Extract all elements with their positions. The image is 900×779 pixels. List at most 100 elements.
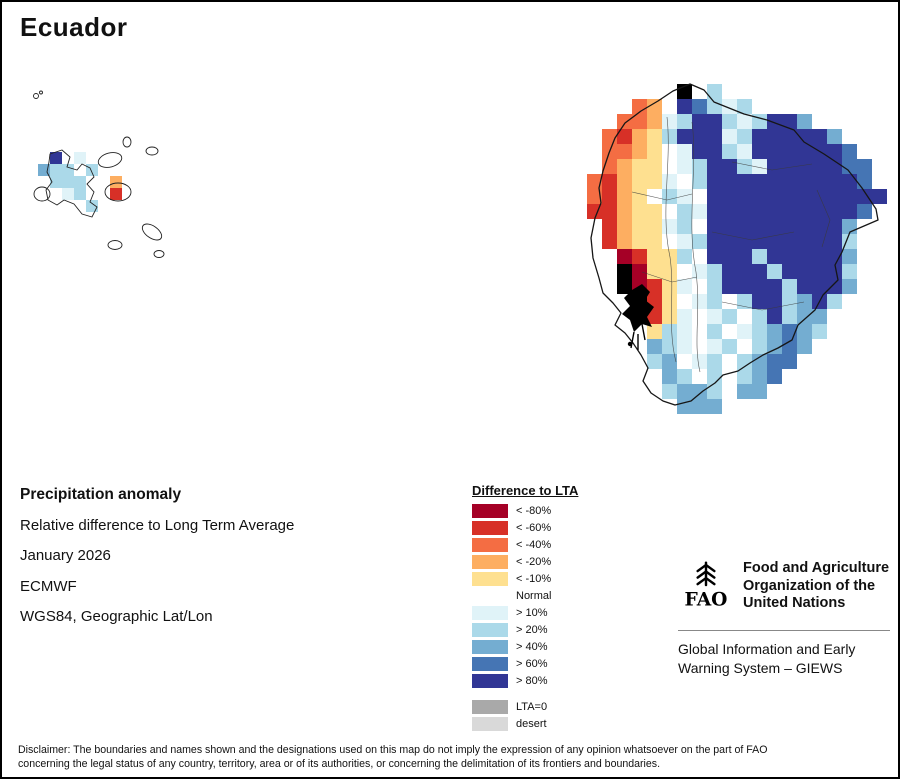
map-cell xyxy=(797,249,812,264)
map-cell xyxy=(752,189,767,204)
map-cell xyxy=(767,294,782,309)
map-cell xyxy=(737,159,752,174)
map-cell xyxy=(647,279,662,294)
map-cell xyxy=(797,324,812,339)
map-cell xyxy=(752,384,767,399)
fao-logo-text: FAO xyxy=(685,589,728,611)
map-cell xyxy=(647,339,662,354)
map-cell xyxy=(722,294,737,309)
map-cell xyxy=(752,264,767,279)
map-cell xyxy=(812,234,827,249)
admin-boundaries xyxy=(631,116,831,373)
map-cell xyxy=(842,159,857,174)
map-cell xyxy=(677,234,692,249)
map-cell xyxy=(587,174,602,189)
map-cell xyxy=(767,189,782,204)
map-cell xyxy=(767,234,782,249)
ecuador-boundary-overlay xyxy=(590,83,879,406)
map-cell xyxy=(74,176,86,188)
map-cell xyxy=(692,324,707,339)
map-cell xyxy=(692,84,707,99)
map-cell xyxy=(782,129,797,144)
map-cell xyxy=(722,189,737,204)
map-cell xyxy=(677,399,692,414)
info-line-date: January 2026 xyxy=(20,547,111,564)
legend-swatch xyxy=(472,537,508,552)
map-cell xyxy=(767,219,782,234)
legend-swatch xyxy=(472,605,508,620)
legend-row: > 80% xyxy=(472,673,578,688)
map-cell xyxy=(722,129,737,144)
map-cell xyxy=(812,324,827,339)
map-cell xyxy=(812,129,827,144)
map-cell xyxy=(617,129,632,144)
map-cell xyxy=(797,174,812,189)
legend-row: Normal xyxy=(472,588,578,603)
map-cell xyxy=(692,294,707,309)
map-cell xyxy=(647,354,662,369)
map-cell xyxy=(737,99,752,114)
map-cell xyxy=(722,339,737,354)
map-cell xyxy=(707,84,722,99)
map-cell xyxy=(737,354,752,369)
map-cell xyxy=(692,114,707,129)
map-cell xyxy=(677,99,692,114)
map-cell xyxy=(647,309,662,324)
map-cell xyxy=(662,174,677,189)
map-cell xyxy=(617,264,632,279)
map-cell xyxy=(812,159,827,174)
legend-swatch xyxy=(472,503,508,518)
map-cell xyxy=(722,279,737,294)
map-cell xyxy=(842,189,857,204)
map-cell xyxy=(722,144,737,159)
map-cell xyxy=(692,159,707,174)
map-cell xyxy=(797,279,812,294)
map-cell xyxy=(722,234,737,249)
map-cell xyxy=(737,279,752,294)
legend-swatch xyxy=(472,554,508,569)
map-cell xyxy=(737,324,752,339)
map-cell xyxy=(752,279,767,294)
map-cell xyxy=(722,159,737,174)
map-cell xyxy=(722,219,737,234)
fao-org-line: Food and Agriculture xyxy=(743,560,890,576)
map-cell xyxy=(767,249,782,264)
legend-row: > 20% xyxy=(472,622,578,637)
map-cell xyxy=(812,174,827,189)
map-cell xyxy=(647,249,662,264)
map-cell xyxy=(782,159,797,174)
map-cell xyxy=(797,189,812,204)
map-cell xyxy=(737,294,752,309)
map-cell xyxy=(662,189,677,204)
map-cell xyxy=(827,234,842,249)
legend-label: > 60% xyxy=(516,657,548,670)
map-cell xyxy=(752,144,767,159)
map-cell xyxy=(797,204,812,219)
map-cell xyxy=(617,159,632,174)
map-cell xyxy=(692,144,707,159)
map-cell xyxy=(602,204,617,219)
legend-extra-items: LTA=0 desert xyxy=(472,699,578,731)
map-cell xyxy=(797,114,812,129)
info-line-projection: WGS84, Geographic Lat/Lon xyxy=(20,608,213,625)
legend-swatch xyxy=(472,571,508,586)
map-cell xyxy=(782,144,797,159)
map-cell xyxy=(827,174,842,189)
map-cell xyxy=(797,339,812,354)
map-cell xyxy=(707,204,722,219)
legend-row: < -80% xyxy=(472,503,578,518)
map-cell xyxy=(647,114,662,129)
map-cell xyxy=(767,144,782,159)
map-cell xyxy=(662,309,677,324)
map-cell xyxy=(737,114,752,129)
map-cell xyxy=(602,129,617,144)
legend-label: > 40% xyxy=(516,640,548,653)
map-cell xyxy=(737,309,752,324)
fao-org-name: Food and Agriculture Organization of the… xyxy=(743,558,889,613)
map-cell xyxy=(662,354,677,369)
map-cell xyxy=(812,219,827,234)
map-cell xyxy=(692,189,707,204)
map-cell xyxy=(827,294,842,309)
map-cell xyxy=(767,114,782,129)
map-cell xyxy=(827,219,842,234)
